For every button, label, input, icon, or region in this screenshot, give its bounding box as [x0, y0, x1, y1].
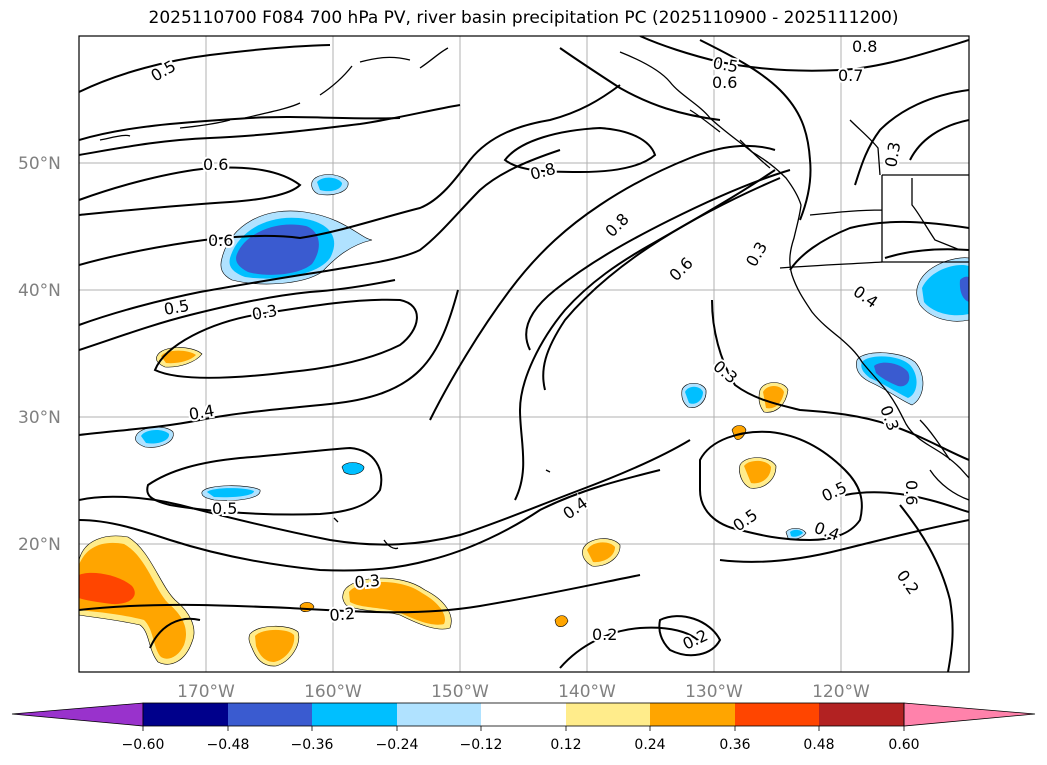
contour-label: 0.8	[852, 37, 877, 56]
map-background	[79, 36, 969, 672]
lon-label-170w: 170°W	[177, 682, 235, 702]
contour-label: 0.6	[208, 231, 233, 250]
contour-label: 0.7	[838, 66, 863, 85]
pv-contours	[79, 36, 969, 672]
contour-label: 0.6	[712, 73, 737, 92]
colorbar-tick-label: 0.60	[888, 737, 919, 753]
lat-label-40n: 40°N	[18, 281, 61, 301]
colorbar-tick-label: 0.12	[550, 737, 581, 753]
colorbar-tick-label: 0.48	[803, 737, 834, 753]
colorbar-segment	[481, 703, 566, 726]
colorbar-segment	[228, 703, 312, 726]
colorbar-extend-max	[903, 702, 1036, 727]
map-frame	[78, 35, 970, 673]
colorbar-tick-label: 0.24	[634, 737, 665, 753]
contour-label: 0.5	[711, 53, 739, 76]
colorbar-segment	[650, 703, 735, 726]
contour-label: 0.3	[354, 571, 381, 592]
colorbar-tick-label: −0.48	[207, 737, 250, 753]
colorbar-segment	[143, 703, 228, 726]
colorbar-segment	[819, 703, 904, 726]
lat-label-30n: 30°N	[18, 408, 61, 428]
colorbar-segment	[312, 703, 397, 726]
lon-label-150w: 150°W	[431, 682, 489, 702]
colorbar-tick-label: −0.12	[460, 737, 503, 753]
contour-label: 0.6	[203, 155, 228, 174]
contour-label: 0.2	[592, 625, 617, 644]
lon-label-160w: 160°W	[304, 682, 362, 702]
lat-label-20n: 20°N	[18, 535, 61, 555]
positive-precip-shading	[79, 347, 789, 667]
lon-label-120w: 120°W	[812, 682, 870, 702]
contour-label: 0.5	[212, 499, 237, 518]
contour-label: 0.2	[329, 604, 356, 625]
contour-label: 0.5	[162, 296, 190, 319]
colorbar-segment	[735, 703, 819, 726]
colorbar-tick-label: 0.36	[719, 737, 750, 753]
lon-label-140w: 140°W	[558, 682, 616, 702]
gridlines	[79, 36, 969, 672]
lat-label-50n: 50°N	[18, 154, 61, 174]
contour-label: 0.6	[902, 480, 921, 505]
map-title: 2025110700 F084 700 hPa PV, river basin …	[148, 8, 899, 28]
coastlines	[99, 47, 969, 550]
colorbar-segment	[397, 703, 481, 726]
lon-label-130w: 130°W	[685, 682, 743, 702]
colorbar: −0.60 −0.48 −0.36 −0.24 −0.12 0.12 0.24 …	[11, 702, 1036, 753]
colorbar-segment	[566, 703, 650, 726]
colorbar-extend-min	[11, 702, 144, 727]
colorbar-tick-label: −0.36	[291, 737, 334, 753]
colorbar-tick-label: −0.24	[376, 737, 419, 753]
colorbar-tick-label: −0.60	[122, 737, 165, 753]
